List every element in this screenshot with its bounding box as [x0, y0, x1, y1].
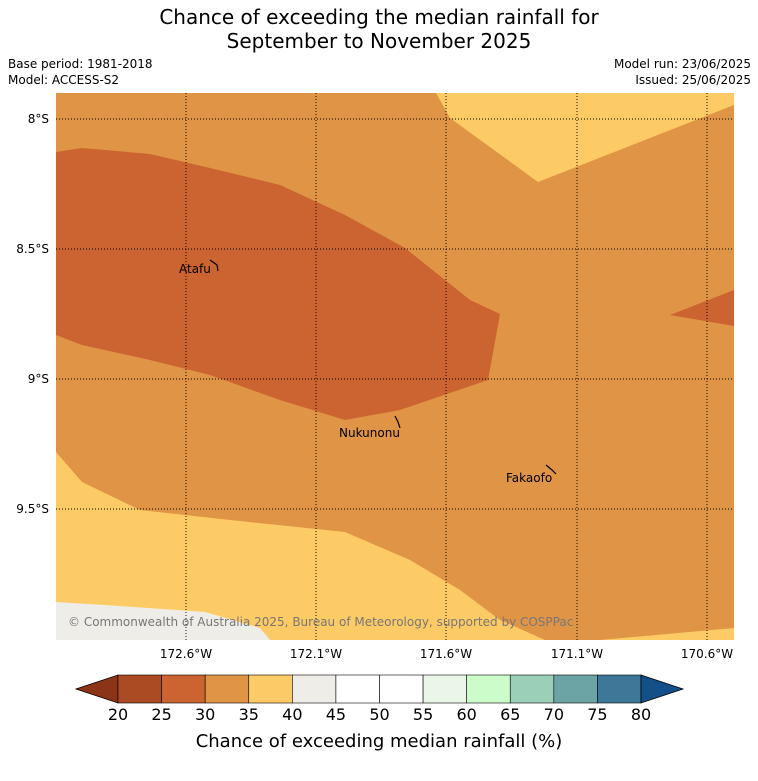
copyright-notice: © Commonwealth of Australia 2025, Bureau… — [68, 615, 573, 629]
colorbar-cell — [422, 674, 467, 704]
colorbar-tick-label: 65 — [500, 705, 520, 724]
region-25-30-atafu — [56, 148, 500, 420]
colorbar-tick-label: 55 — [413, 705, 433, 724]
colorbar-cell — [161, 674, 206, 704]
colorbar-cell — [117, 674, 162, 704]
colorbar-cell — [248, 674, 293, 704]
colorbar-tick-label: 20 — [108, 705, 128, 724]
lon-tick-172-1w: 172.1°W — [290, 647, 342, 661]
model-name: Model: ACCESS-S2 — [8, 73, 120, 87]
colorbar-cell — [335, 674, 380, 704]
colorbar-tick-label: 30 — [195, 705, 215, 724]
colorbar-over-arrow — [640, 674, 685, 704]
colorbar-tick-labels: 20 25 30 35 40 45 50 55 60 65 70 75 80 — [108, 705, 651, 724]
meta-right: Model run: 23/06/2025 Issued: 25/06/2025 — [614, 56, 751, 88]
lat-tick-8s: 8°S — [28, 112, 49, 126]
colorbar-cell — [204, 674, 250, 704]
colorbar-cell — [509, 674, 555, 704]
colorbar-tick-label: 45 — [326, 705, 346, 724]
colorbar-cell — [597, 674, 642, 704]
colorbar-tick-label: 70 — [544, 705, 564, 724]
atafu-atoll — [209, 259, 219, 272]
region-35-40-north — [436, 93, 734, 182]
lat-tick-9s: 9°S — [28, 372, 49, 386]
lon-tick-171-1w: 171.1°W — [551, 647, 603, 661]
place-label-fakaofo: Fakaofo — [506, 471, 552, 485]
title-line-2: September to November 2025 — [226, 29, 532, 53]
meta-left: Base period: 1981-2018 Model: ACCESS-S2 — [8, 56, 153, 88]
colorbar-cell — [466, 674, 511, 704]
lat-tick-8-5s: 8.5°S — [16, 242, 49, 256]
lon-tick-172-6w: 172.6°W — [160, 647, 212, 661]
colorbar-under-arrow — [74, 674, 119, 704]
base-period: Base period: 1981-2018 — [8, 57, 153, 71]
colorbar-cell — [379, 674, 424, 704]
region-25-30-east — [670, 290, 734, 326]
colorbar-cell — [292, 674, 337, 704]
colorbar-tick-label: 40 — [282, 705, 302, 724]
fakaofo-atoll — [545, 464, 557, 475]
colorbar-tick-label: 75 — [587, 705, 607, 724]
grid-lines — [56, 93, 734, 640]
colorbar-cell — [553, 674, 598, 704]
colorbar-tick-label: 25 — [151, 705, 171, 724]
lat-tick-9-5s: 9.5°S — [16, 502, 49, 516]
colorbar-tick-label: 35 — [239, 705, 259, 724]
place-label-nukunonu: Nukunonu — [339, 426, 400, 440]
region-35-40-south — [56, 452, 545, 640]
lon-tick-170-6w: 170.6°W — [681, 647, 733, 661]
colorbar-tick-label: 50 — [369, 705, 389, 724]
region-35-40-southeast — [600, 628, 734, 640]
model-run: Model run: 23/06/2025 — [613, 57, 751, 71]
title-line-1: Chance of exceeding the median rainfall … — [159, 5, 599, 29]
colorbar-tick-label: 60 — [456, 705, 476, 724]
colorbar-cells — [117, 674, 642, 704]
colorbar-title: Chance of exceeding median rainfall (%) — [196, 731, 563, 752]
lon-tick-171-6w: 171.6°W — [420, 647, 472, 661]
page-title: Chance of exceeding the median rainfall … — [0, 5, 758, 53]
place-label-atafu: Atafu — [179, 262, 211, 276]
map-area: Atafu Nukunonu Fakaofo © Commonwealth of… — [56, 93, 734, 640]
nukunonu-atoll — [394, 415, 401, 429]
colorbar: 20 25 30 35 40 45 50 55 60 65 70 75 80 — [74, 674, 685, 724]
issued-date: Issued: 25/06/2025 — [635, 73, 751, 87]
colorbar-tick-label: 80 — [631, 705, 651, 724]
region-40-45 — [56, 602, 270, 640]
